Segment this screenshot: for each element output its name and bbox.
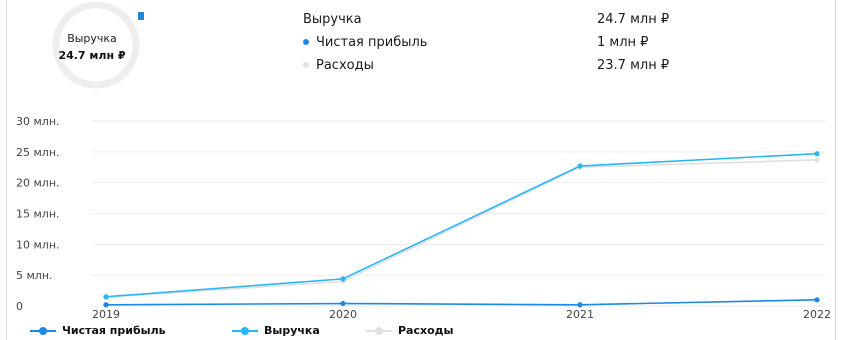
series-point-1 — [340, 276, 346, 282]
series-point-1 — [577, 163, 583, 169]
legend-item-net-profit[interactable]: Чистая прибыль — [30, 324, 166, 337]
legend-item-revenue[interactable]: Выручка — [232, 324, 320, 337]
x-tick-label: 2019 — [92, 308, 120, 321]
chart-panel: Выручка 24.7 млн ₽ Выручка 24.7 млн ₽ Чи… — [6, 0, 836, 340]
x-tick-label: 2021 — [566, 308, 594, 321]
y-tick-label: 5 млн. — [16, 269, 53, 282]
chart-legend: Чистая прибыль Выручка Расходы — [0, 324, 842, 340]
expenses-dot-icon — [303, 61, 309, 68]
x-tick-label: 2020 — [329, 308, 357, 321]
series-point-2 — [814, 157, 820, 163]
summary-name: Расходы — [303, 58, 374, 73]
donut-center: Выручка 24.7 млн ₽ — [47, 32, 137, 62]
summary-row-expenses: Расходы 23.7 млн ₽ — [303, 58, 723, 81]
summary-row-revenue: Выручка 24.7 млн ₽ — [303, 12, 723, 35]
net-profit-dot-icon — [303, 38, 309, 45]
summary-row-net-profit: Чистая прибыль 1 млн ₽ — [303, 35, 723, 58]
legend-expenses-swatch-icon — [366, 326, 392, 336]
legend-item-expenses[interactable]: Расходы — [366, 324, 454, 337]
legend-net-profit-swatch-icon — [30, 326, 56, 336]
summary-value: 1 млн ₽ — [597, 35, 649, 50]
summary-name: Выручка — [303, 12, 362, 27]
y-tick-label: 25 млн. — [16, 146, 60, 159]
series-point-0 — [103, 302, 109, 308]
summary-table: Выручка 24.7 млн ₽ Чистая прибыль 1 млн … — [303, 12, 723, 81]
donut-label: Выручка — [67, 32, 117, 45]
donut-ring — [52, 1, 144, 89]
line-chart: 30 млн. 25 млн. 20 млн. 15 млн. 10 млн. 5 млн… — [16, 115, 831, 321]
y-tick-label: 20 млн. — [16, 177, 60, 190]
series-line-0 — [105, 299, 818, 306]
donut-segment — [138, 12, 144, 20]
series-point-1 — [814, 151, 820, 157]
revenue-donut: Выручка 24.7 млн ₽ — [7, 0, 157, 100]
summary-value: 23.7 млн ₽ — [597, 58, 670, 73]
summary-name: Чистая прибыль — [303, 35, 427, 50]
y-tick-label: 10 млн. — [16, 238, 60, 251]
series-point-0 — [814, 297, 820, 303]
series-point-1 — [103, 294, 109, 300]
legend-revenue-swatch-icon — [232, 326, 258, 336]
series-line-1 — [105, 152, 818, 298]
series-line-2 — [105, 159, 818, 299]
series-point-0 — [577, 302, 583, 308]
y-tick-label: 30 млн. — [16, 115, 60, 128]
x-tick-label: 2022 — [803, 308, 831, 321]
donut-value: 24.7 млн ₽ — [58, 49, 126, 62]
series-point-0 — [340, 300, 346, 307]
y-tick-label: 15 млн. — [16, 208, 60, 221]
y-tick-label: 0 — [16, 300, 23, 313]
summary-value: 24.7 млн ₽ — [597, 12, 670, 27]
